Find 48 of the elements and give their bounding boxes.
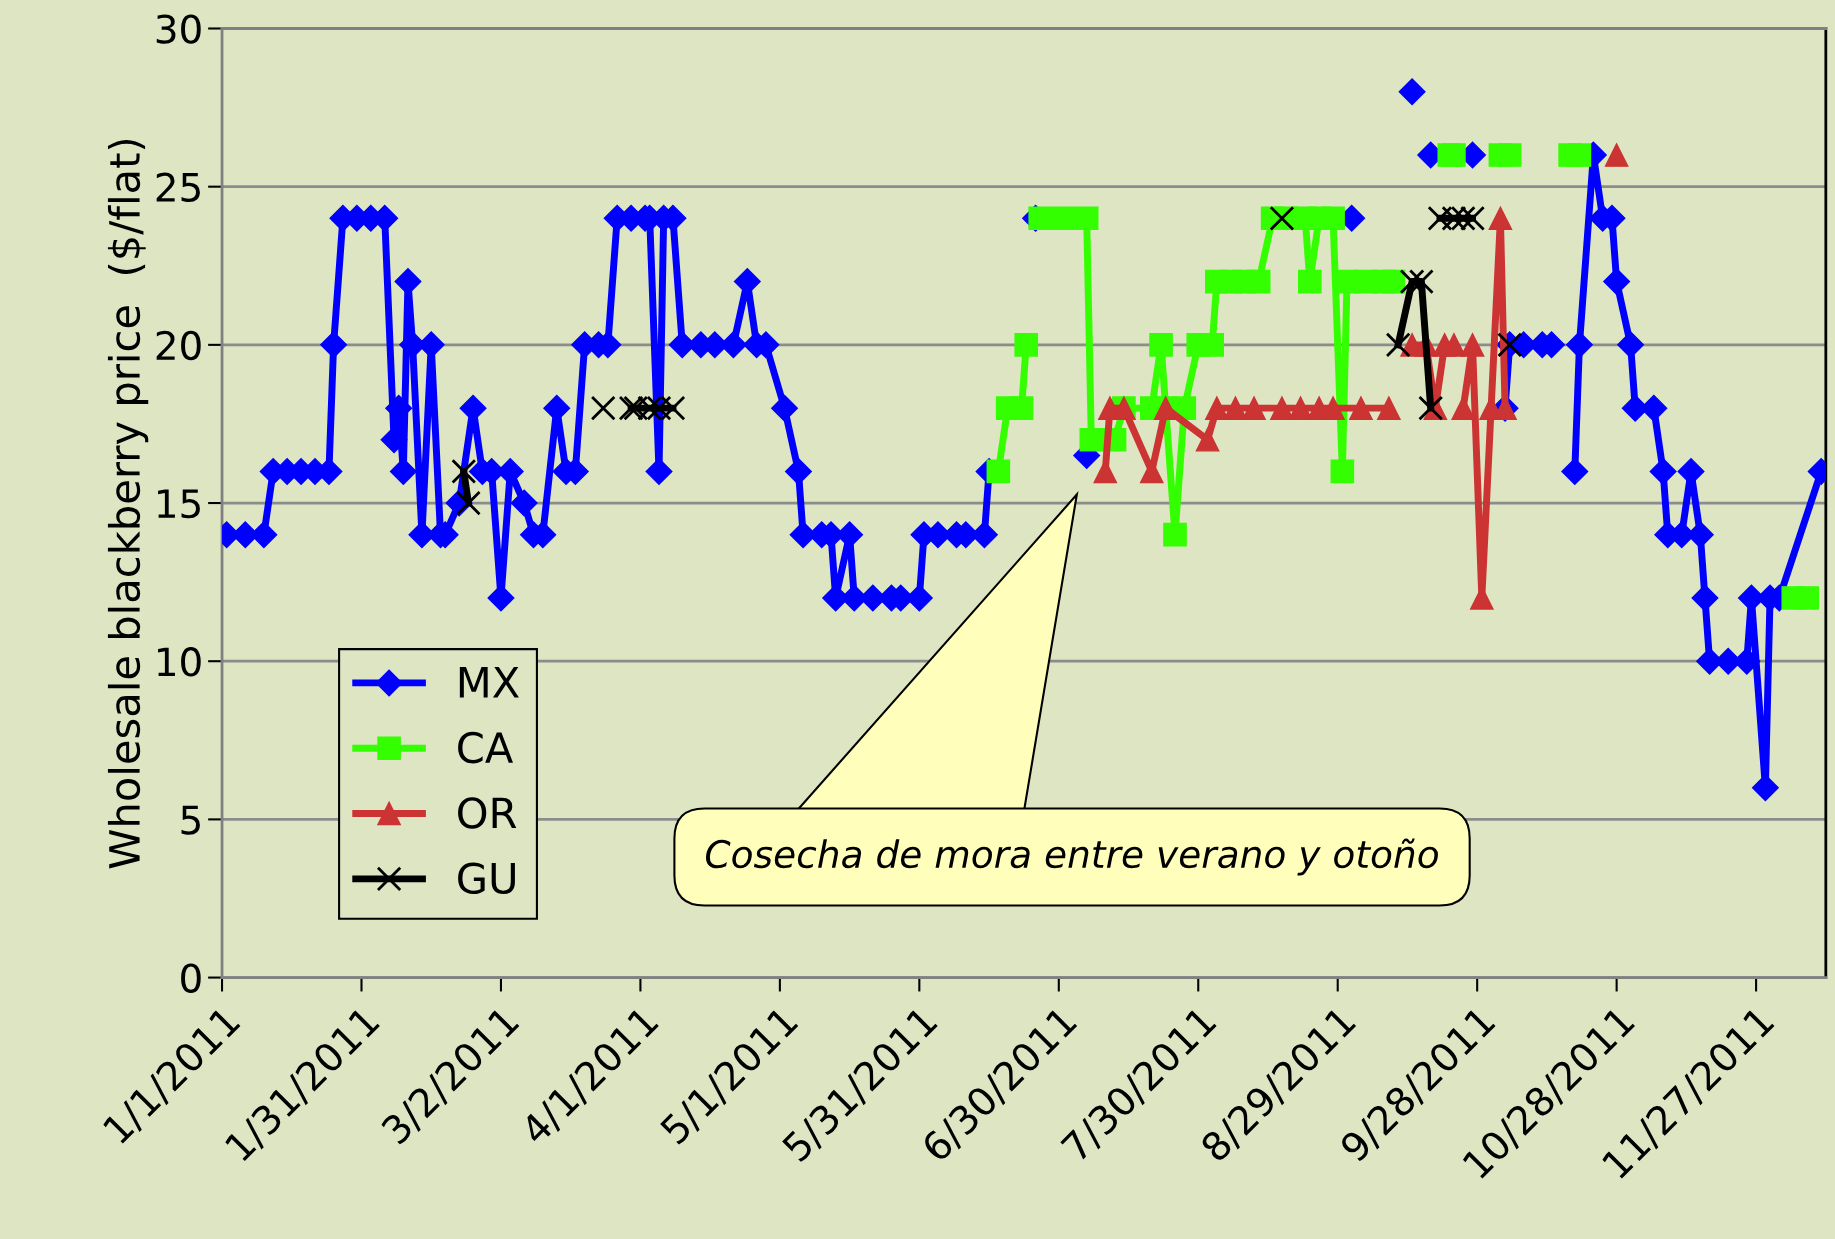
point (1200, 333, 1225, 357)
legend-label: CA (458, 731, 514, 764)
point (1460, 333, 1485, 357)
y-tick-label: 20 (156, 330, 201, 361)
point (1497, 143, 1522, 167)
point (1205, 396, 1229, 420)
y-tick-label: 10 (158, 647, 201, 677)
point (1604, 143, 1629, 167)
point (1330, 459, 1355, 484)
point (590, 395, 616, 421)
y-tick-label: 25 (156, 172, 200, 202)
point (1270, 396, 1294, 420)
point (1051, 206, 1076, 231)
point (1385, 332, 1411, 358)
point (1567, 143, 1592, 167)
point (1349, 396, 1373, 420)
point (1009, 396, 1034, 420)
point (1149, 333, 1173, 357)
point (1163, 522, 1187, 547)
point (1442, 143, 1466, 167)
point (1321, 206, 1345, 231)
point (1223, 396, 1248, 420)
point (1014, 333, 1039, 357)
point (1488, 206, 1513, 231)
point (1377, 396, 1401, 420)
point (986, 459, 1011, 484)
legend-label: MX (459, 667, 519, 698)
point (1298, 269, 1322, 294)
point (1079, 427, 1104, 452)
point (1269, 205, 1295, 231)
y-axis-title: Wholesale blackberry price ($/flat) (107, 139, 149, 869)
point (455, 490, 481, 516)
point (1288, 396, 1313, 420)
y-tick-label: 5 (181, 805, 200, 835)
y-tick-label: 30 (156, 14, 201, 44)
legend-label: GU (458, 862, 515, 895)
point (1028, 206, 1053, 231)
point (1246, 269, 1271, 294)
annotation: Cosecha de mora entre verano y otoño (705, 838, 1438, 876)
point (1074, 206, 1099, 231)
point (1242, 396, 1266, 420)
legend-label: OR (458, 797, 517, 829)
point (1195, 427, 1220, 452)
point (1795, 586, 1820, 610)
point (451, 458, 477, 484)
y-tick-label: 15 (158, 489, 200, 519)
y-tick-label: 0 (181, 963, 201, 993)
point (1418, 395, 1444, 421)
